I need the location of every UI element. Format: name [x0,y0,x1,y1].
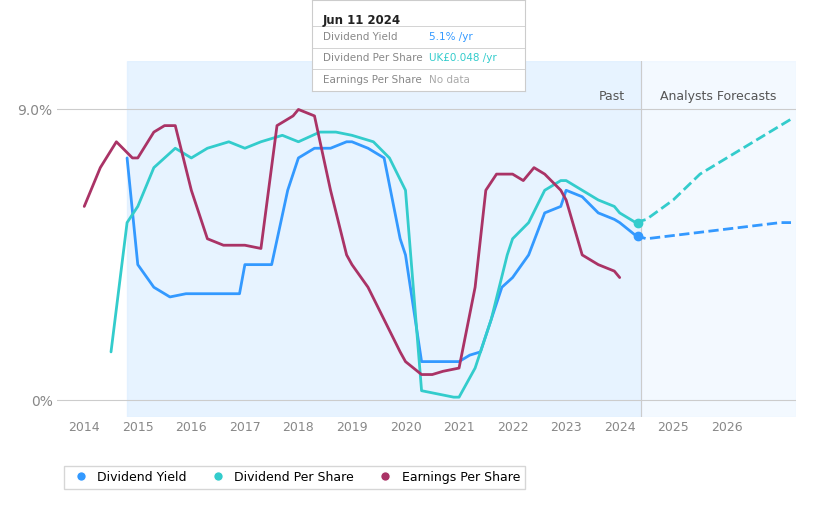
Text: Jun 11 2024: Jun 11 2024 [323,14,401,27]
Text: UK£0.048 /yr: UK£0.048 /yr [429,53,498,63]
Legend: Dividend Yield, Dividend Per Share, Earnings Per Share: Dividend Yield, Dividend Per Share, Earn… [64,465,525,489]
Text: Dividend Per Share: Dividend Per Share [323,53,422,63]
Text: Earnings Per Share: Earnings Per Share [323,75,421,85]
Bar [641,61,796,417]
Text: Past: Past [599,90,625,103]
Bar [127,61,641,417]
Text: 5.1% /yr: 5.1% /yr [429,32,473,42]
Text: No data: No data [429,75,470,85]
Text: Dividend Yield: Dividend Yield [323,32,397,42]
Text: Analysts Forecasts: Analysts Forecasts [660,90,776,103]
